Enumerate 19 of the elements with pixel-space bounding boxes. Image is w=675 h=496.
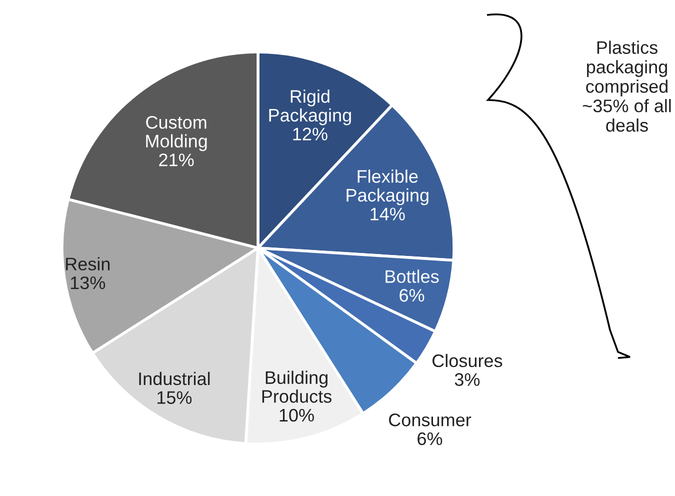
data-label: 15% bbox=[158, 391, 192, 404]
slice-label: Building Products bbox=[262, 370, 332, 403]
slice-label: Custom Molding bbox=[146, 116, 207, 152]
data-label: 6% bbox=[400, 288, 424, 302]
slice-label: Consumer bbox=[389, 414, 472, 426]
data-label: 14% bbox=[370, 208, 405, 220]
slice-label: Resin bbox=[66, 257, 110, 270]
data-label: 3% bbox=[454, 373, 480, 386]
slice-label: Rigid Packaging bbox=[269, 90, 351, 126]
slice-label: Closures bbox=[432, 354, 502, 368]
data-label: 10% bbox=[280, 408, 314, 422]
text: Plastics packaging comprised ~35% of all deals bbox=[582, 40, 671, 132]
slice-label: Industrial bbox=[139, 372, 210, 386]
data-label: 6% bbox=[418, 432, 442, 446]
data-label: 13% bbox=[70, 276, 106, 290]
data-label: 12% bbox=[293, 128, 328, 140]
data-label: 21% bbox=[159, 154, 194, 166]
slice-label: Bottles bbox=[386, 270, 439, 283]
slice-label: Flexible Packaging bbox=[346, 170, 428, 206]
